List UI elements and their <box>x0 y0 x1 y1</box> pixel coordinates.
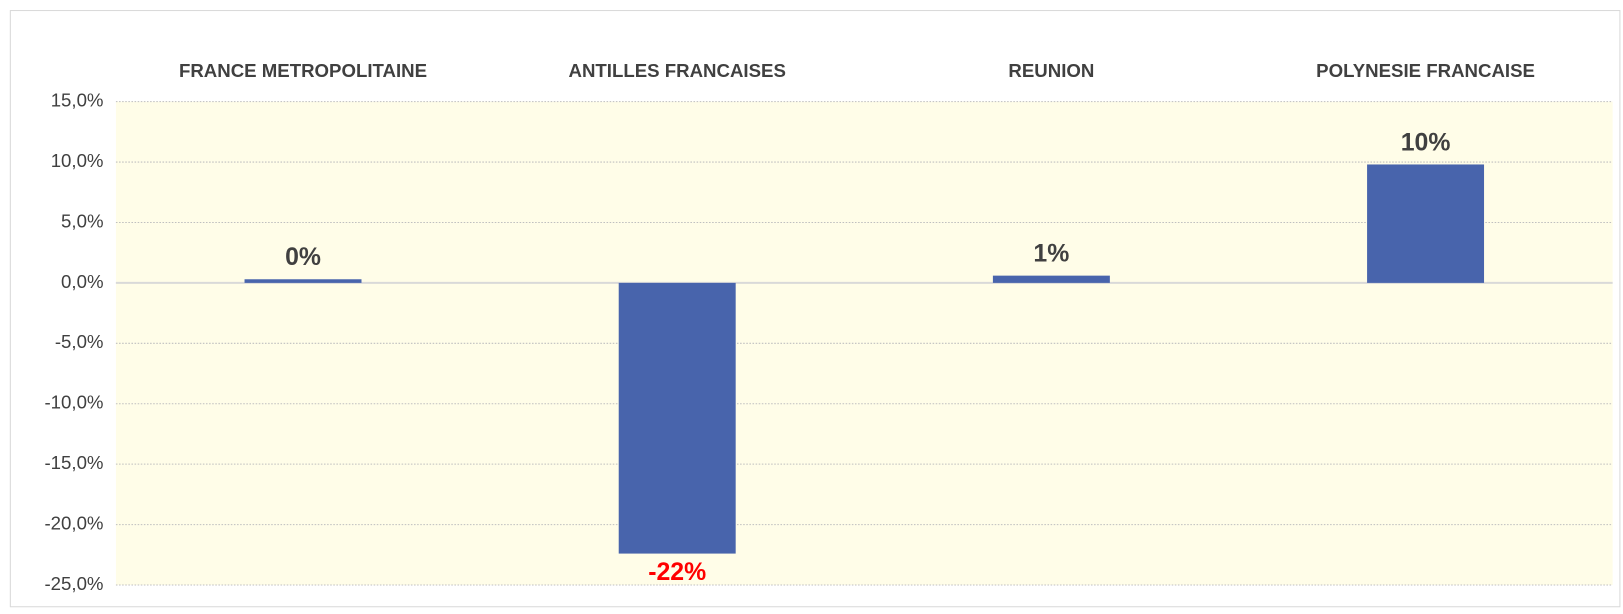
category-label-box: POLYNESIE FRANCAISE <box>1316 60 1535 81</box>
y-tick-label: -10,0% <box>44 392 103 413</box>
category-label-box: FRANCE METROPOLITAINE <box>178 60 428 81</box>
value-label: 1% <box>1033 241 1069 268</box>
y-tick-label: 5,0% <box>61 210 103 231</box>
category-label-box: REUNION <box>1008 60 1095 81</box>
value-label: 10% <box>1401 129 1451 156</box>
bar <box>244 279 362 283</box>
bar <box>618 282 736 554</box>
bar <box>992 275 1110 283</box>
y-tick-label: 0,0% <box>61 271 103 292</box>
x-tick-label: FRANCE METROPOLITAINE <box>178 60 428 81</box>
value-label: 0% <box>285 244 321 271</box>
bar <box>1367 164 1485 283</box>
value-label: -22% <box>648 559 706 586</box>
y-tick-label: -5,0% <box>55 331 104 352</box>
category-label-box: ANTILLES FRANCAISES <box>568 60 786 81</box>
x-tick-label: POLYNESIE FRANCAISE <box>1316 60 1535 81</box>
x-tick-label: ANTILLES FRANCAISES <box>568 60 786 81</box>
y-tick-label: 15,0% <box>51 90 104 111</box>
y-tick-label: -25,0% <box>44 573 103 594</box>
y-tick-label: 10,0% <box>51 150 104 171</box>
x-tick-label: REUNION <box>1008 60 1095 81</box>
y-tick-label: -20,0% <box>44 513 103 534</box>
y-tick-label: -15,0% <box>44 452 103 473</box>
